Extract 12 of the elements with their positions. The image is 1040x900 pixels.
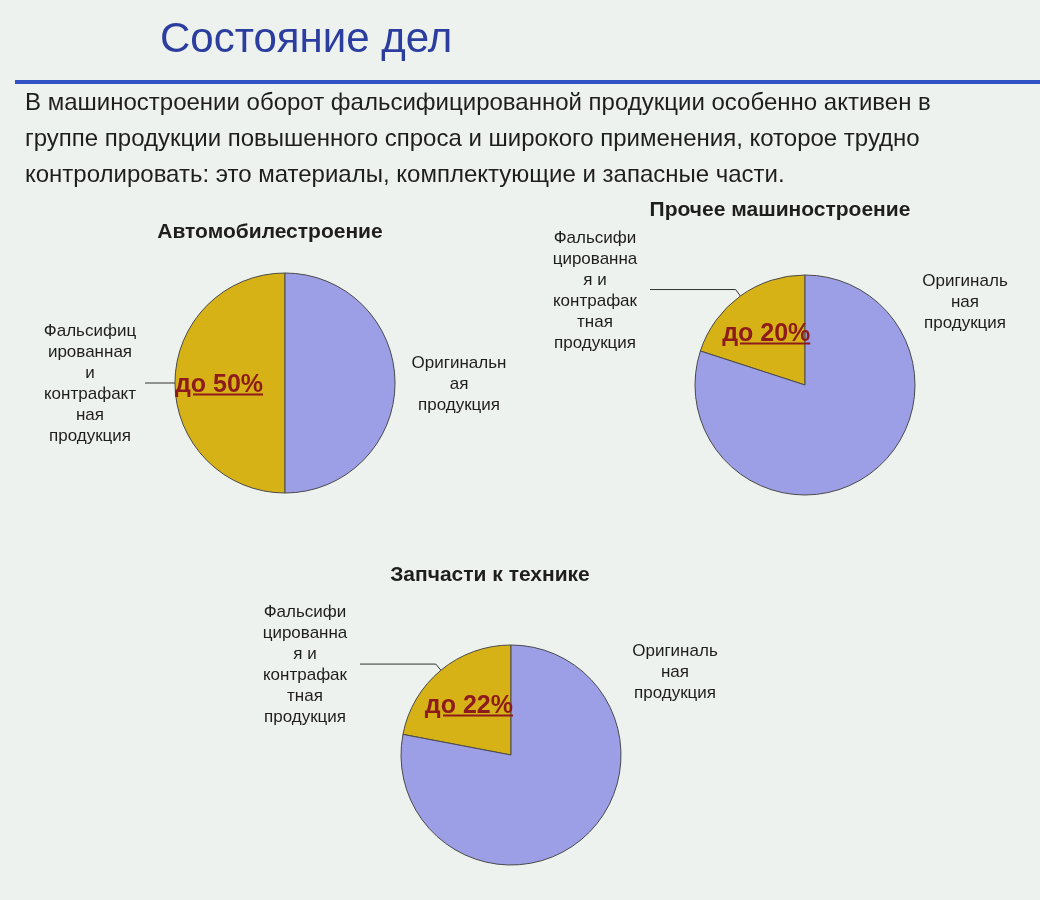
slice-label: Фальсифи цированна я и контрафак тная продукция [262,602,348,727]
slice-label: Оригинальн ая продукция [411,352,507,414]
slice-label: Оригиналь ная продукция [921,270,1009,333]
slice-label: Оригиналь ная продукция [631,640,719,703]
data-label: до 50% [174,368,264,398]
text: Состояние дел [160,14,453,62]
chart-title: Автомобилестроение [157,219,383,242]
chart-title: Прочее машиностроение [649,197,911,220]
slice-label: Фальсифи цированна я и контрафак тная продукция [552,227,638,352]
text: В машиностроении оборот фальсифицированной продукции особенно активен в группе продукции повышенного спроса и широкого применения, которое трудно контролировать: это материалы, комплектующие и запасные части. [25,87,932,189]
chart-title: Запчасти к технике [390,562,590,585]
slice-label: Фальсифиц ированная и контрафакт ная продукция [43,321,137,445]
